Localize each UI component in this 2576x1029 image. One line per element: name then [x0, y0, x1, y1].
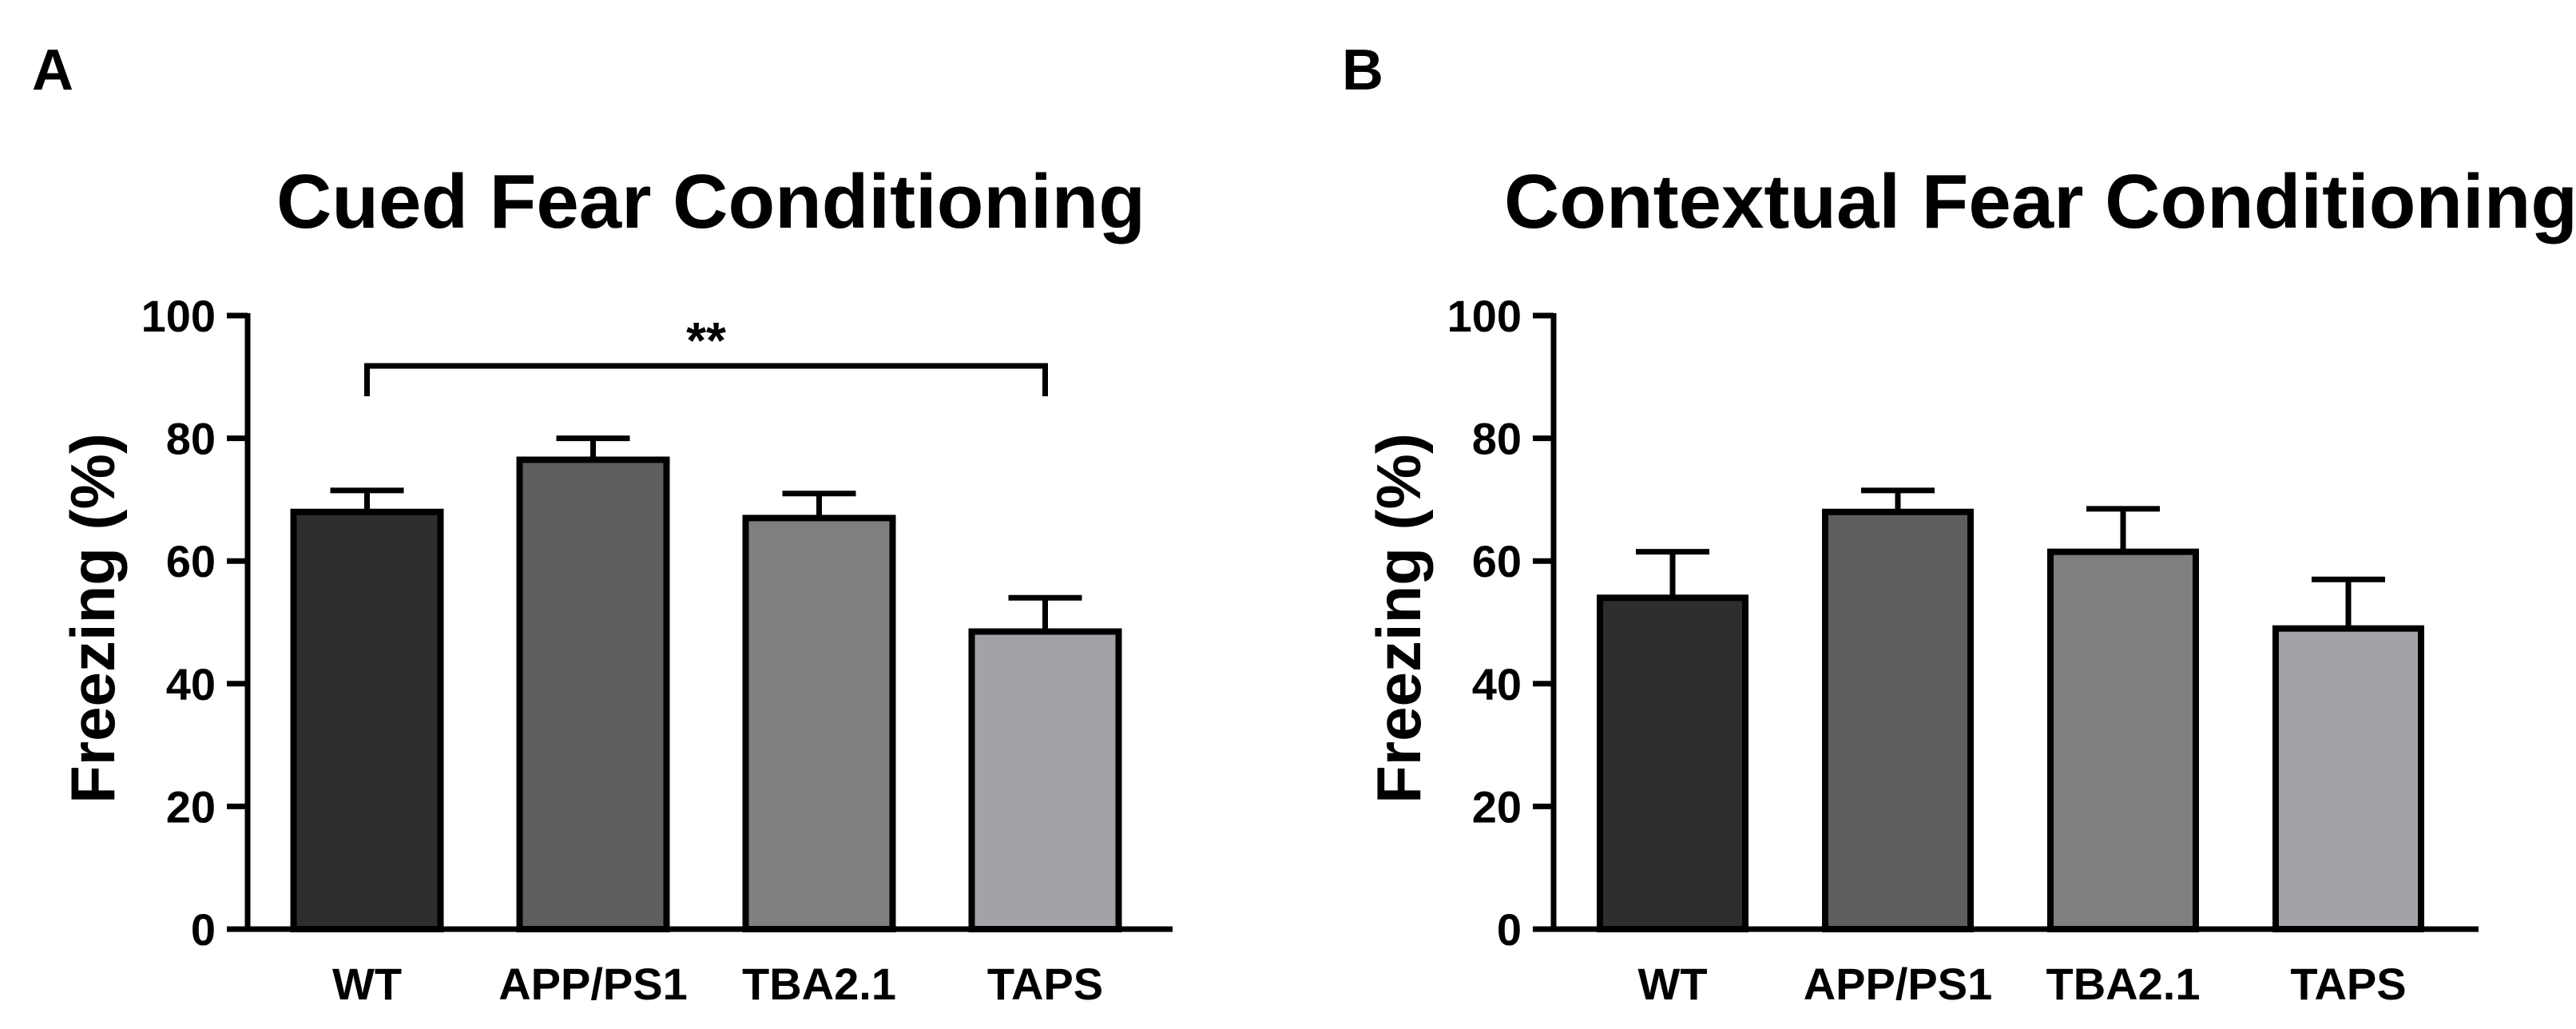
plot-area-a: WT APP/PS1 TBA2.1 TAPS 0 20 40 60 80 100 ** [141, 291, 1173, 1009]
panel-b: B Contextual Fear Conditioning Freezing … [1342, 38, 2576, 1009]
y-axis-label-b: Freezing (%) [1363, 433, 1434, 804]
significance-bracket [364, 363, 1048, 396]
y-tick-label: 60 [166, 536, 216, 586]
y-tick-label: 80 [1472, 414, 1522, 464]
y-tick-label: 0 [191, 904, 216, 955]
x-tick-label: TAPS [2290, 959, 2406, 1009]
y-tick-label: 100 [141, 291, 216, 341]
bar-app-ps1 [1822, 508, 1974, 932]
x-tick-label: WT [332, 959, 402, 1009]
y-tick-label: 60 [1472, 536, 1522, 586]
bar-wt [290, 508, 444, 932]
x-tick-label: WT [1637, 959, 1707, 1009]
x-tick-label: APP/PS1 [1804, 959, 1993, 1009]
y-tick-label: 40 [166, 659, 216, 709]
bar-app-ps1 [516, 456, 670, 932]
plot-area-b: WT APP/PS1 TBA2.1 TAPS 0 20 40 60 80 100 [1447, 291, 2479, 1009]
y-tick-label: 20 [166, 781, 216, 832]
bar-tba2-1 [742, 514, 896, 932]
x-tick-label: APP/PS1 [498, 959, 688, 1009]
bar-taps [968, 628, 1122, 933]
x-tick-label: TBA2.1 [742, 959, 896, 1009]
x-tick-label: TBA2.1 [2046, 959, 2201, 1009]
significance-label: ** [686, 312, 726, 369]
y-tick-label: 80 [166, 414, 216, 464]
y-axis-label-a: Freezing (%) [58, 433, 128, 804]
bar-wt [1597, 594, 1748, 933]
y-tick-label: 20 [1472, 781, 1522, 832]
y-tick-label: 0 [1497, 904, 1522, 955]
y-tick-label: 100 [1447, 291, 1522, 341]
panel-label-b: B [1342, 38, 1383, 102]
panel-a: A Cued Fear Conditioning Freezing (%) WT… [32, 38, 1173, 1009]
bar-tba2-1 [2047, 548, 2199, 932]
panel-label-a: A [32, 38, 73, 102]
chart-title-b: Contextual Fear Conditioning [1504, 159, 2576, 244]
bar-taps [2272, 625, 2424, 932]
y-tick-label: 40 [1472, 659, 1522, 709]
chart-title-a: Cued Fear Conditioning [276, 159, 1145, 244]
x-tick-label: TAPS [987, 959, 1103, 1009]
